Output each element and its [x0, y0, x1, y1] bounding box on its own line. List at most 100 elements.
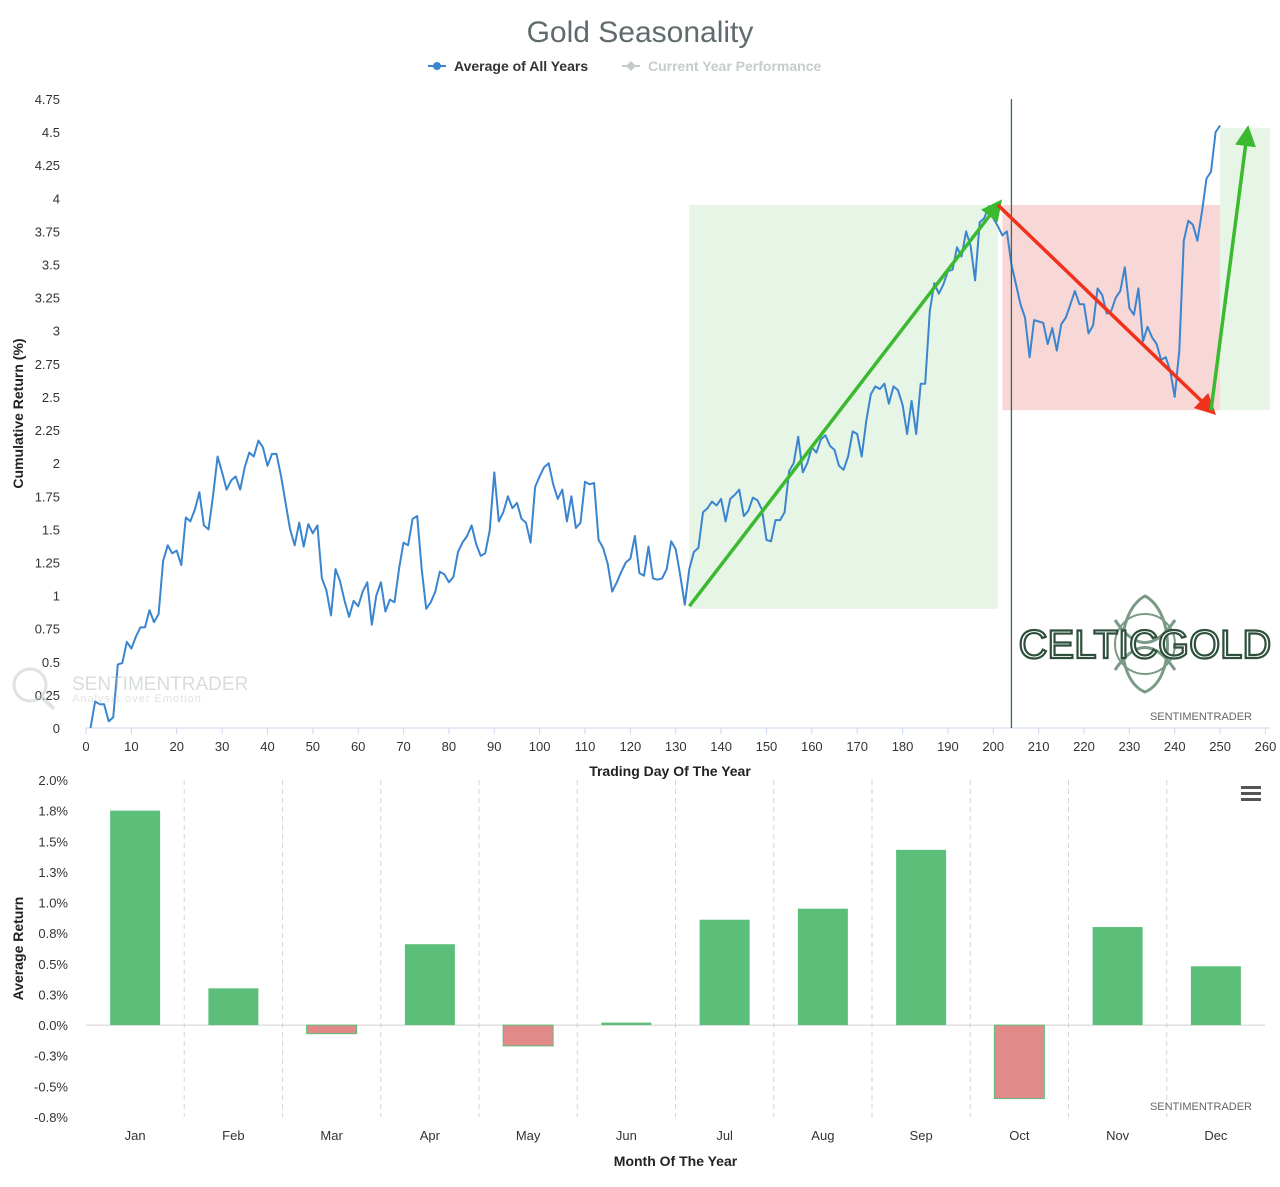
y-tick-label: 0.75: [35, 622, 60, 637]
bar-feb: [208, 988, 259, 1026]
menu-button[interactable]: [1238, 782, 1264, 804]
y-tick-label: 2.25: [35, 423, 60, 438]
bar-aug: [797, 908, 848, 1026]
y-tick-label: 2.0%: [38, 773, 68, 788]
x-tick-label: 180: [892, 739, 914, 754]
x-tick-label: 240: [1164, 739, 1186, 754]
y-tick-label: 0.0%: [38, 1018, 68, 1033]
y-tick-label: 1.75: [35, 489, 60, 504]
zone-green-zone-2: [1220, 128, 1270, 411]
highlight-zones: [689, 128, 1270, 609]
x-tick-label: 100: [529, 739, 551, 754]
y-tick-label: 1.3%: [38, 865, 68, 880]
x-tick-label: Aug: [811, 1128, 834, 1143]
bar-jun: [601, 1022, 652, 1026]
x-tick-label: 40: [260, 739, 274, 754]
x-tick-label: 80: [442, 739, 456, 754]
chart-title: Gold Seasonality: [527, 16, 754, 49]
y-tick-label: 2.5: [42, 390, 60, 405]
x-tick-label: Feb: [222, 1128, 244, 1143]
x-tick-label: 20: [169, 739, 183, 754]
y-tick-label: 2.75: [35, 357, 60, 372]
x-tick-label: 210: [1028, 739, 1050, 754]
celtic-gold-wordmark: CELTICGOLD: [1019, 623, 1272, 667]
y-tick-label: 0.5%: [38, 957, 68, 972]
legend-item-average[interactable]: Average of All Years: [428, 58, 588, 74]
magnifier-icon: [12, 667, 48, 703]
x-tick-label: 130: [665, 739, 687, 754]
y-tick-label: -0.8%: [34, 1110, 68, 1125]
y-tick-label: 1.5%: [38, 834, 68, 849]
y-tick-label: 4: [53, 191, 60, 206]
x-tick-label: Nov: [1106, 1128, 1130, 1143]
trend-arrow-red-2: [996, 203, 1217, 416]
y-tick-label: 0.3%: [38, 987, 68, 1002]
line-chart-axes: 0 0.25 0.5 0.75 1 1.25 1.5 1.75 2 2.25 2.5 2.75 3 3.2…: [10, 92, 1276, 779]
y-tick-label: -0.3%: [34, 1049, 68, 1064]
celtic-gold-logo: CELTICGOLD: [1018, 594, 1272, 694]
x-tick-label: 60: [351, 739, 365, 754]
x-tick-label: 150: [756, 739, 778, 754]
y-tick-label: 3.25: [35, 291, 60, 306]
x-tick-label: 260: [1255, 739, 1277, 754]
x-tick-label: 200: [982, 739, 1004, 754]
x-tick-label: 120: [620, 739, 642, 754]
x-tick-label: Jun: [616, 1128, 637, 1143]
x-tick-label: Mar: [320, 1128, 343, 1143]
x-axis-title: Month Of The Year: [614, 1153, 738, 1169]
y-tick-label: 4.5: [42, 125, 60, 140]
y-tick-label: 0.8%: [38, 926, 68, 941]
x-tick-label: 170: [846, 739, 868, 754]
x-tick-label: 220: [1073, 739, 1095, 754]
x-tick-label: 230: [1119, 739, 1141, 754]
monthly-bar-chart: 2.0% 1.8% 1.5% 1.3% 1.0% 0.8% 0.5% 0.3% 0.0% -0.3…: [10, 773, 1265, 1169]
y-axis-title: Cumulative Return (%): [10, 338, 26, 488]
x-tick-label: 110: [575, 739, 596, 754]
legend-label-current-year: Current Year Performance: [648, 58, 821, 74]
credit-top: SENTIMENTRADER: [1150, 711, 1252, 723]
credit-bottom: SENTIMENTRADER: [1150, 1101, 1252, 1113]
x-tick-label: Dec: [1204, 1128, 1228, 1143]
y-tick-label: 1.25: [35, 555, 60, 570]
trend-arrow-green-3: [1209, 125, 1256, 411]
sentimentrader-watermark: SENTIMENTRADER Analysis over Emotion: [12, 667, 248, 711]
bar-nov: [1092, 927, 1143, 1026]
trend-arrow-green-1: [687, 199, 1003, 608]
bar-may: [502, 1024, 554, 1047]
y-tick-label: 1.0%: [38, 896, 68, 911]
x-tick-label: Jan: [125, 1128, 146, 1143]
y-tick-label: 3: [53, 324, 60, 339]
legend-label-average: Average of All Years: [454, 58, 588, 74]
y-tick-label: 4.25: [35, 158, 60, 173]
y-tick-label: 0.25: [35, 688, 60, 703]
zone-red-zone: [1002, 204, 1221, 411]
y-axis-title: Average Return: [10, 897, 26, 1001]
x-tick-label: Sep: [910, 1128, 933, 1143]
y-tick-label: -0.5%: [34, 1079, 68, 1094]
legend: Average of All Years Current Year Perfor…: [428, 58, 821, 74]
bar-jul: [699, 919, 750, 1026]
y-tick-label: 0.5: [42, 655, 60, 670]
watermark-tagline: Analysis over Emotion: [72, 693, 202, 705]
hamburger-icon: [1241, 786, 1261, 789]
trend-arrows: [687, 125, 1256, 608]
y-tick-label: 4.75: [35, 92, 60, 107]
x-tick-label: 0: [82, 739, 89, 754]
x-tick-label: 10: [124, 739, 138, 754]
y-tick-label: 0: [53, 721, 60, 736]
x-tick-label: 30: [215, 739, 229, 754]
x-tick-label: 160: [801, 739, 823, 754]
x-tick-label: 250: [1209, 739, 1231, 754]
bar-jan: [110, 810, 161, 1026]
y-tick-label: 1.8%: [38, 804, 68, 819]
x-axis-title: Trading Day Of The Year: [589, 763, 751, 779]
bar-mar: [306, 1024, 358, 1035]
x-tick-label: 140: [710, 739, 732, 754]
legend-item-current-year[interactable]: Current Year Performance: [622, 58, 821, 74]
y-tick-label: 3.5: [42, 258, 60, 273]
watermark-brand: SENTIMENTRADER: [72, 674, 248, 695]
x-tick-label: 190: [937, 739, 959, 754]
bar-sep: [896, 849, 947, 1026]
x-tick-label: May: [516, 1128, 541, 1143]
